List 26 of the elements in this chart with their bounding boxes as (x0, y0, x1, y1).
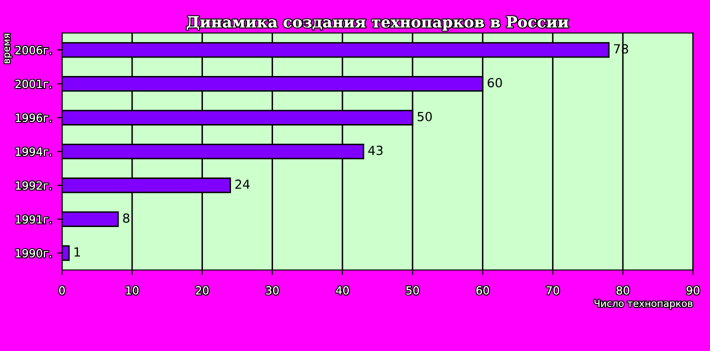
y-tick-label: 2006г. (15, 46, 52, 54)
x-tick-label: 20 (196, 286, 209, 295)
y-tick-label: 1990г. (16, 249, 52, 258)
y-tick-label: 1994г. (16, 147, 52, 156)
x-tick-label: 30 (266, 286, 279, 295)
y-tick-label: 1996г. (16, 114, 52, 122)
data-label: 1 (74, 247, 80, 257)
x-tick-label: 40 (336, 286, 349, 295)
data-label: 60 (488, 78, 502, 88)
y-tick-label: 1991г. (16, 215, 52, 224)
x-axis-title: Число технопарков (594, 300, 692, 309)
y-tick-label: 1992г. (16, 181, 52, 190)
x-tick-label: 90 (686, 286, 700, 295)
x-tick-label: 70 (546, 286, 560, 295)
chart-title: Динамика создания технопарков в России (186, 16, 568, 31)
data-label: 43 (368, 146, 383, 156)
y-tick-label: 2001г. (15, 80, 52, 88)
y-axis-title: время (4, 34, 12, 64)
x-tick-label: 80 (616, 286, 630, 295)
data-label: 50 (418, 112, 432, 122)
x-tick-label: 50 (406, 286, 419, 295)
x-tick-label: 60 (476, 286, 489, 295)
x-tick-label: 10 (126, 286, 138, 295)
data-label: 24 (235, 180, 250, 189)
data-label: 8 (123, 213, 130, 223)
x-tick-label: 0 (59, 286, 65, 295)
